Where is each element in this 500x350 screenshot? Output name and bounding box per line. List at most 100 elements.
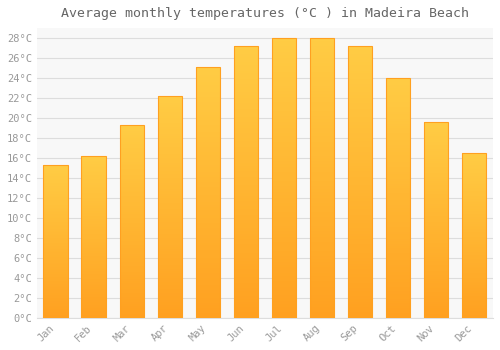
Bar <box>82 281 106 282</box>
Bar <box>158 149 182 152</box>
Bar <box>424 259 448 261</box>
Bar <box>158 176 182 178</box>
Bar <box>120 304 144 306</box>
Bar <box>424 130 448 132</box>
Bar <box>310 111 334 114</box>
Bar <box>196 127 220 130</box>
Bar <box>44 267 68 269</box>
Bar <box>386 90 410 92</box>
Bar <box>234 299 258 302</box>
Bar <box>462 248 486 250</box>
Bar <box>44 307 68 309</box>
Bar <box>234 111 258 114</box>
Bar <box>234 76 258 79</box>
Bar <box>120 235 144 237</box>
Bar <box>158 136 182 138</box>
Bar <box>120 216 144 218</box>
Bar <box>82 234 106 235</box>
Bar <box>272 197 296 200</box>
Bar <box>310 131 334 133</box>
Bar <box>272 155 296 158</box>
Bar <box>234 209 258 212</box>
Bar <box>310 273 334 276</box>
Bar <box>462 234 486 236</box>
Bar <box>44 200 68 202</box>
Bar <box>120 243 144 245</box>
Bar <box>196 160 220 162</box>
Bar <box>158 289 182 291</box>
Bar <box>272 301 296 304</box>
Bar <box>310 295 334 298</box>
Bar <box>82 247 106 248</box>
Bar <box>44 313 68 315</box>
Bar <box>272 80 296 83</box>
Bar <box>348 215 372 217</box>
Bar <box>462 163 486 164</box>
Bar <box>158 267 182 269</box>
Bar <box>348 168 372 171</box>
Bar <box>196 120 220 122</box>
Bar <box>120 268 144 270</box>
Bar <box>196 100 220 102</box>
Bar <box>310 217 334 220</box>
Bar <box>386 152 410 155</box>
Bar <box>44 301 68 303</box>
Bar <box>386 246 410 248</box>
Bar <box>424 241 448 244</box>
Bar <box>44 237 68 238</box>
Bar <box>120 127 144 129</box>
Bar <box>196 300 220 303</box>
Bar <box>272 287 296 290</box>
Bar <box>234 239 258 242</box>
Bar <box>120 158 144 160</box>
Bar <box>310 142 334 145</box>
Bar <box>424 189 448 190</box>
Bar <box>462 255 486 257</box>
Bar <box>386 198 410 200</box>
Bar <box>234 152 258 155</box>
Bar <box>462 292 486 293</box>
Bar <box>462 306 486 308</box>
Bar <box>158 271 182 273</box>
Bar <box>234 198 258 201</box>
Bar <box>386 292 410 294</box>
Bar <box>348 128 372 130</box>
Bar <box>386 164 410 167</box>
Bar <box>234 98 258 100</box>
Bar <box>272 63 296 66</box>
Bar <box>348 119 372 122</box>
Bar <box>310 209 334 211</box>
Bar <box>386 126 410 128</box>
Bar <box>196 250 220 253</box>
Bar <box>234 196 258 198</box>
Bar <box>82 242 106 243</box>
Bar <box>272 91 296 94</box>
Bar <box>424 196 448 198</box>
Bar <box>82 266 106 268</box>
Bar <box>120 202 144 204</box>
Bar <box>234 133 258 136</box>
Bar <box>196 130 220 132</box>
Bar <box>158 165 182 167</box>
Bar <box>272 161 296 164</box>
Bar <box>234 108 258 111</box>
Bar <box>234 174 258 176</box>
Bar <box>272 192 296 195</box>
Bar <box>44 303 68 304</box>
Bar <box>462 196 486 197</box>
Bar <box>234 130 258 133</box>
Bar <box>82 292 106 294</box>
Bar <box>158 247 182 249</box>
Bar <box>310 77 334 80</box>
Bar <box>44 215 68 217</box>
Bar <box>310 195 334 197</box>
Bar <box>234 65 258 68</box>
Bar <box>44 292 68 293</box>
Bar <box>462 179 486 181</box>
Bar <box>272 41 296 44</box>
Bar <box>348 114 372 117</box>
Bar <box>272 108 296 111</box>
Bar <box>158 152 182 154</box>
Bar <box>272 44 296 47</box>
Bar <box>44 212 68 214</box>
